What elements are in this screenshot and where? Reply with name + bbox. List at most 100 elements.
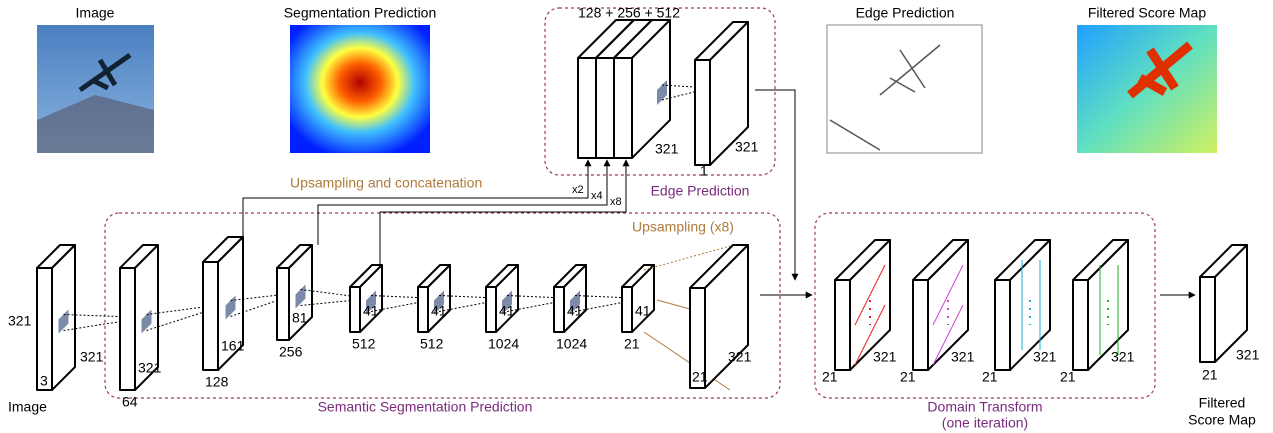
segmentation-box [104, 212, 781, 399]
block-front [613, 57, 633, 159]
edge-thumb [826, 24, 983, 154]
block-front [1072, 279, 1089, 371]
label: Image [8, 399, 47, 415]
dt-arrow [854, 304, 886, 366]
dt-arrow [932, 304, 964, 366]
block-front [689, 287, 706, 389]
block-front [994, 279, 1011, 371]
label: 64 [122, 394, 138, 410]
filtered-plane [1127, 41, 1193, 99]
label: Filtered Score Map [1088, 5, 1206, 21]
upsample-line [643, 245, 731, 271]
label: 512 [420, 336, 444, 352]
filtered-thumb [1077, 25, 1217, 153]
label: Filtered [1199, 395, 1246, 411]
label: 21 [982, 369, 998, 385]
upsample-line [643, 331, 731, 391]
label: Image [76, 5, 115, 21]
connector [379, 159, 630, 265]
label: 3 [40, 373, 48, 389]
plane [78, 52, 132, 93]
label: Segmentation Prediction [284, 5, 437, 21]
label: 21 [624, 336, 640, 352]
edge-box [544, 7, 776, 176]
label: 321 [655, 141, 679, 157]
label: Score Map [1188, 412, 1256, 428]
domain-box [814, 212, 1156, 399]
edge-lines [829, 44, 941, 151]
label: 41 [499, 303, 515, 319]
label: 321 [138, 360, 162, 376]
label: 321 [1033, 349, 1057, 365]
label: 1 [700, 163, 708, 179]
label: 321 [1111, 349, 1135, 365]
label: 128 + 256 + 512 [578, 5, 680, 21]
block-front [595, 57, 615, 159]
filter-patch [366, 290, 376, 315]
filter-patch [570, 290, 580, 315]
block-front [349, 286, 361, 333]
filter-patch [58, 309, 69, 334]
label: Domain Transform [927, 399, 1042, 415]
label: 41 [363, 303, 379, 319]
filter-patch [141, 309, 152, 334]
thumbnails [37, 24, 1217, 154]
connector [755, 89, 799, 281]
block-front [36, 267, 53, 391]
label: Edge Prediction [856, 5, 955, 21]
label: 1024 [556, 336, 587, 352]
connector [242, 159, 592, 237]
scale-label: x4 [591, 190, 603, 202]
label: Upsampling and concatenation [290, 175, 482, 191]
filter-patch [502, 290, 512, 315]
label: 256 [279, 344, 303, 360]
label: 1024 [488, 336, 519, 352]
filter-patch [657, 80, 667, 105]
label: (one iteration) [942, 415, 1028, 431]
block-front [553, 286, 565, 333]
label: 321 [735, 139, 759, 155]
dt-arrow [854, 264, 886, 326]
label: 41 [635, 303, 651, 319]
label: 41 [431, 303, 447, 319]
label: 81 [292, 310, 308, 326]
label: Upsampling (x8) [632, 219, 734, 235]
block-front [912, 279, 929, 371]
filter-patch [434, 290, 444, 315]
label: Semantic Segmentation Prediction [318, 399, 533, 415]
block-front [276, 267, 290, 341]
scale-label: x8 [610, 196, 622, 208]
label: 321 [873, 349, 897, 365]
label: 21 [822, 369, 838, 385]
label: 321 [1236, 347, 1260, 363]
block-front [202, 261, 219, 371]
label: 512 [352, 336, 376, 352]
filter-patch [225, 295, 236, 320]
label: 321 [80, 349, 104, 365]
label: 21 [1202, 367, 1218, 383]
label: Edge Prediction [651, 183, 750, 199]
label: 128 [205, 374, 229, 390]
label: 321 [951, 349, 975, 365]
block-front [694, 59, 711, 166]
label: 21 [692, 369, 708, 385]
label: 321 [8, 313, 32, 329]
label: 21 [900, 369, 916, 385]
label: 161 [221, 338, 245, 354]
block-front [1199, 276, 1216, 363]
connector [317, 159, 611, 245]
block-front [577, 57, 597, 159]
filter-patch [295, 284, 306, 309]
block-front [834, 279, 851, 371]
block-front [485, 286, 497, 333]
block-front [417, 286, 429, 333]
dt-arrow [932, 264, 964, 326]
bridge [37, 95, 154, 153]
segmentation-thumb [290, 25, 430, 153]
block-front [119, 267, 136, 391]
label: 41 [567, 303, 583, 319]
scale-label: x2 [572, 184, 584, 196]
label: 321 [728, 349, 752, 365]
block-front [621, 286, 633, 333]
